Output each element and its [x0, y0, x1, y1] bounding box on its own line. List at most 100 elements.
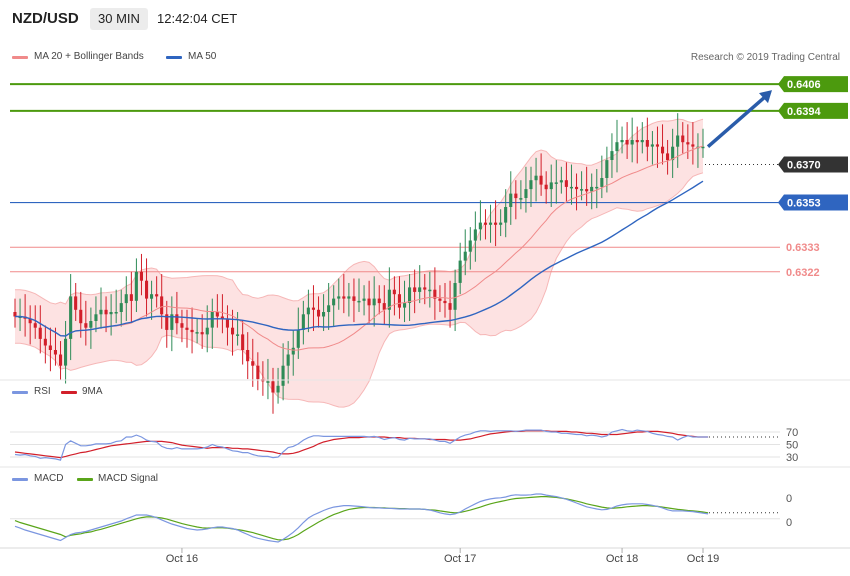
candle-body	[296, 329, 300, 348]
candle-body	[504, 207, 508, 223]
candle-body	[600, 178, 604, 187]
candle-body	[514, 193, 518, 199]
candle-body	[89, 321, 93, 328]
candle-body	[473, 229, 477, 241]
candle-body	[640, 140, 644, 143]
candle-body	[372, 298, 376, 306]
forecast-arrow-head	[759, 90, 772, 104]
x-axis: Oct 16 Oct 17 Oct 18 Oct 19	[0, 379, 850, 565]
candle-body	[615, 142, 619, 152]
candle-body	[114, 312, 118, 314]
x-tick-label: Oct 17	[444, 553, 476, 565]
candle-body	[13, 312, 17, 317]
candle-body	[635, 140, 639, 143]
candle-body	[554, 182, 558, 184]
candle-body	[610, 151, 614, 160]
candle-body	[94, 314, 98, 321]
ma20-line	[15, 145, 704, 351]
level-tag-0.6370	[778, 156, 848, 173]
candle-body	[251, 361, 255, 366]
candle-body	[185, 327, 189, 330]
candle-body	[544, 184, 548, 190]
timestamp: 12:42:04 CET	[157, 11, 238, 26]
candle-body	[48, 345, 52, 350]
candle-body	[53, 350, 57, 355]
candle-body	[306, 307, 310, 315]
candle-body	[534, 175, 538, 181]
rsi-legend-swatch	[12, 391, 28, 394]
candle-body	[150, 294, 154, 299]
level-label-0.6370: 0.6370	[787, 160, 821, 172]
candle-body	[231, 327, 235, 335]
candle-body	[104, 309, 108, 315]
bollinger-upper-line	[15, 118, 704, 305]
price-levels	[10, 83, 780, 273]
candle-body	[129, 294, 133, 301]
candle-body	[655, 144, 659, 147]
candle-body	[200, 332, 204, 335]
candle-body	[681, 135, 685, 143]
candle-body	[585, 189, 589, 192]
candle-body	[397, 294, 401, 308]
candle-body	[84, 323, 88, 328]
candle-body	[438, 298, 442, 301]
candle-body	[134, 271, 138, 301]
candle-body	[458, 260, 462, 283]
candle-body	[408, 287, 412, 303]
forecast-arrow-shaft	[706, 94, 768, 148]
level-label-0.6406: 0.6406	[787, 79, 821, 91]
candle-body	[180, 323, 184, 328]
ma20-legend-swatch	[12, 56, 28, 59]
candle-body	[529, 180, 533, 190]
timeframe-badge[interactable]: 30 MIN	[90, 8, 148, 30]
candle-body	[620, 140, 624, 143]
forecast-arrow	[706, 90, 772, 148]
candle-body	[671, 146, 675, 161]
candle-body	[18, 316, 22, 318]
candle-body	[195, 332, 199, 334]
rsi-tick-label: 30	[786, 452, 798, 464]
candle-body	[175, 314, 179, 324]
candle-body	[428, 289, 432, 292]
candle-body	[403, 303, 407, 308]
candle-body	[443, 300, 447, 304]
candle-body	[28, 318, 32, 324]
candle-body	[225, 318, 229, 328]
candle-body	[382, 303, 386, 310]
candle-body	[362, 298, 366, 301]
candle-body	[43, 338, 47, 346]
x-tick-label: Oct 18	[606, 553, 638, 565]
candle-body	[74, 296, 78, 310]
macd-tick-label: 0	[786, 517, 792, 529]
candle-body	[580, 189, 584, 191]
rsi-tick-label: 70	[786, 427, 798, 439]
candle-body	[489, 222, 493, 225]
candle-body	[266, 381, 270, 383]
candle-body	[241, 334, 245, 350]
candle-body	[645, 140, 649, 147]
candle-body	[337, 296, 341, 299]
candle-body	[433, 289, 437, 299]
research-credit: Research © 2019 Trading Central	[690, 52, 840, 63]
candle-body	[38, 327, 42, 339]
candle-body	[286, 354, 290, 366]
candle-body	[281, 365, 285, 386]
candle-body	[463, 251, 467, 261]
candle-body	[215, 312, 219, 317]
candle-body	[605, 160, 609, 178]
candle-body	[33, 323, 37, 328]
candle-body	[519, 198, 523, 200]
signal-legend-swatch	[77, 478, 93, 481]
candles	[13, 113, 705, 414]
ma50-legend-label: MA 50	[188, 51, 217, 62]
ma9-legend-label: 9MA	[82, 386, 103, 397]
candle-body	[291, 347, 295, 355]
x-tick-label: Oct 19	[687, 553, 719, 565]
bollinger-bands	[15, 118, 704, 408]
level-label-0.6322: 0.6322	[786, 267, 820, 279]
candle-body	[246, 350, 250, 362]
candle-body	[564, 180, 568, 187]
ma20-legend-label: MA 20 + Bollinger Bands	[34, 51, 144, 62]
candle-body	[387, 289, 391, 310]
